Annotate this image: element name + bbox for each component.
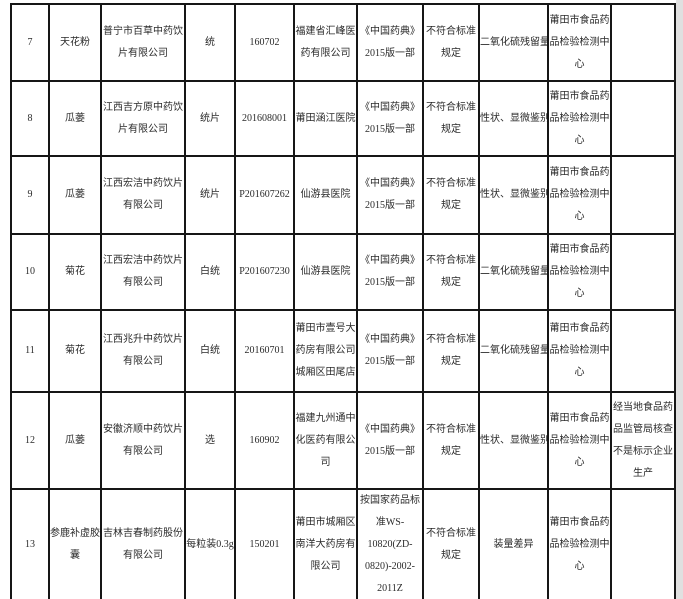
table-cell: 江西宏洁中药饮片有限公司 [100,233,186,311]
table-cell: 莆田市食品药品检验检测中心 [547,3,612,82]
table-row: 9 瓜蒌 江西宏洁中药饮片有限公司 统片 P201607262 仙游县医院 《中国药典》20… [10,155,676,235]
table-cell: 莆田市城厢区南洋大药房有限公司 [293,488,358,599]
table-cell: 莆田市食品药品检验检测中心 [547,155,612,235]
table-cell: 仙游县医院 [293,155,358,235]
table-cell: 13 [10,488,50,599]
table-cell: 《中国药典》2015版一部 [356,233,424,311]
table-cell: P201607230 [234,233,295,311]
table-cell: 12 [10,391,50,490]
table-body: 7 天花粉 普宁市百草中药饮片有限公司统 160702 福建省汇峰医药有限公司 《中国药典… [10,3,676,599]
table-row: 12 瓜蒌 安徽济顺中药饮片有限公司选 160902 福建九州通中化医药有限公司 《中国药… [10,391,676,490]
table-row: 7 天花粉 普宁市百草中药饮片有限公司统 160702 福建省汇峰医药有限公司 《中国药典… [10,3,676,82]
table-cell: 二氧化硫残留量 [478,3,549,82]
drug-inspection-table: 7 天花粉 普宁市百草中药饮片有限公司统 160702 福建省汇峰医药有限公司 《中国药典… [10,3,676,599]
table-cell [610,488,676,599]
table-cell: 莆田涵江医院 [293,80,358,157]
table-cell: 二氧化硫残留量 [478,309,549,393]
table-cell: 吉林吉春制药股份有限公司 [100,488,186,599]
table-cell: P201607262 [234,155,295,235]
table-cell: 每粒装0.3g [184,488,236,599]
table-cell: 装量差异 [478,488,549,599]
table-cell: 福建九州通中化医药有限公司 [293,391,358,490]
table-cell: 菊花 [48,233,102,311]
table-cell: 福建省汇峰医药有限公司 [293,3,358,82]
table-cell: 选 [184,391,236,490]
table-cell: 《中国药典》2015版一部 [356,3,424,82]
table-cell: 不符合标准规定 [422,309,480,393]
table-cell: 瓜蒌 [48,391,102,490]
table-cell: 瓜蒌 [48,80,102,157]
table-cell: 二氧化硫残留量 [478,233,549,311]
table-row: 11 菊花 江西兆升中药饮片有限公司 白统 20160701 莆田市壹号大药房有限公司城厢… [10,309,676,393]
table-cell: 8 [10,80,50,157]
table-cell: 《中国药典》2015版一部 [356,391,424,490]
table-cell: 9 [10,155,50,235]
table-cell: 不符合标准规定 [422,80,480,157]
table-cell: 莆田市壹号大药房有限公司城厢区田尾店 [293,309,358,393]
table-cell: 性状、显微鉴别 [478,155,549,235]
table-row: 13 参鹿补虚胶囊 吉林吉春制药股份有限公司 每粒装0.3g 150201 莆田市城厢区南… [10,488,676,599]
table-cell: 瓜蒌 [48,155,102,235]
table-cell: 白统 [184,233,236,311]
table-cell: 201608001 [234,80,295,157]
table-cell: 普宁市百草中药饮片有限公司 [100,3,186,82]
table-cell: 天花粉 [48,3,102,82]
table-cell: 160702 [234,3,295,82]
table-cell: 不符合标准规定 [422,391,480,490]
table-cell [610,80,676,157]
table-cell [610,3,676,82]
table-cell: 仙游县医院 [293,233,358,311]
table-cell: 莆田市食品药品检验检测中心 [547,488,612,599]
table-cell: 安徽济顺中药饮片有限公司 [100,391,186,490]
table-cell: 江西吉方原中药饮片有限公司 [100,80,186,157]
table-cell: 参鹿补虚胶囊 [48,488,102,599]
table-cell [610,155,676,235]
table-cell: 统 [184,3,236,82]
table-cell: 不符合标准规定 [422,488,480,599]
table-cell [610,309,676,393]
table-cell: 不符合标准规定 [422,3,480,82]
table-cell: 莆田市食品药品检验检测中心 [547,391,612,490]
table-cell [610,233,676,311]
table-cell: 《中国药典》2015版一部 [356,80,424,157]
table-cell: 11 [10,309,50,393]
table-cell: 性状、显微鉴别 [478,391,549,490]
table-cell: 经当地食品药品监管局核查不是标示企业生产 [610,391,676,490]
table-cell: 按国家药品标准WS-10820(ZD-0820)-2002-2011Z [356,488,424,599]
table-cell: 统片 [184,155,236,235]
table-cell: 统片 [184,80,236,157]
table-cell: 性状、显微鉴别 [478,80,549,157]
table-cell: 160902 [234,391,295,490]
table-cell: 莆田市食品药品检验检测中心 [547,309,612,393]
table-row: 10 菊花 江西宏洁中药饮片有限公司 白统 P201607230 仙游县医院 《中国药典》2… [10,233,676,311]
table-cell: 150201 [234,488,295,599]
table-cell: 《中国药典》2015版一部 [356,309,424,393]
table-cell: 《中国药典》2015版一部 [356,155,424,235]
page-edge [676,0,683,599]
table-row: 8 瓜蒌 江西吉方原中药饮片有限公司 统片 201608001 莆田涵江医院 《中国药典》2… [10,80,676,157]
table-cell: 白统 [184,309,236,393]
table-cell: 菊花 [48,309,102,393]
table-cell: 20160701 [234,309,295,393]
table-cell: 江西兆升中药饮片有限公司 [100,309,186,393]
table-cell: 江西宏洁中药饮片有限公司 [100,155,186,235]
table-cell: 莆田市食品药品检验检测中心 [547,80,612,157]
table-cell: 10 [10,233,50,311]
table-cell: 莆田市食品药品检验检测中心 [547,233,612,311]
table-cell: 7 [10,3,50,82]
table-cell: 不符合标准规定 [422,233,480,311]
table-cell: 不符合标准规定 [422,155,480,235]
